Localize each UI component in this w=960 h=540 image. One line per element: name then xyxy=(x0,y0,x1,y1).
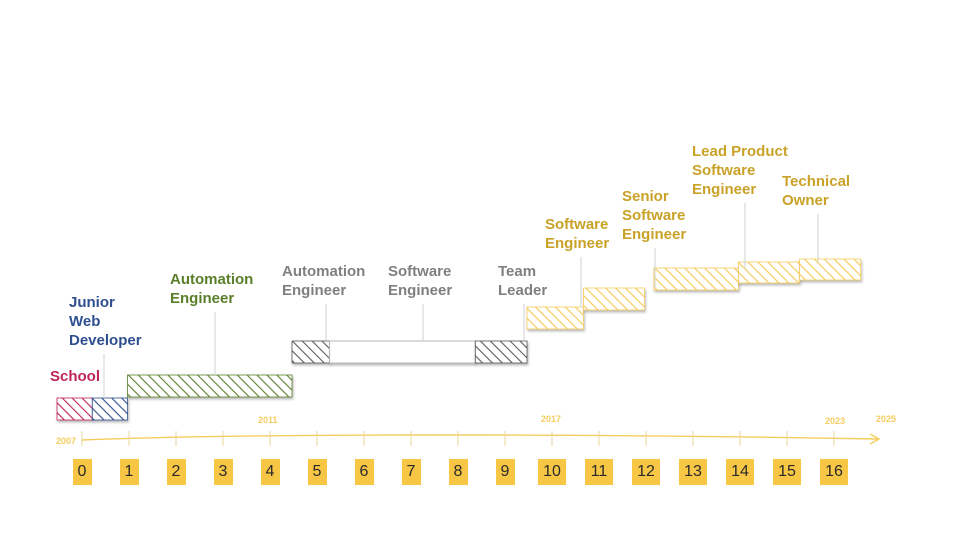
role-bar-8 xyxy=(653,267,739,291)
tick-box-16: 16 xyxy=(820,459,848,485)
role-bar-4 xyxy=(329,340,476,364)
role-bar-7 xyxy=(583,287,645,311)
role-bar-2 xyxy=(127,374,293,398)
role-label-6: Software Engineer xyxy=(545,216,610,252)
role-bar-0 xyxy=(56,397,93,421)
tick-box-10: 10 xyxy=(538,459,566,485)
tick-box-8: 8 xyxy=(448,459,468,485)
role-label-0: School xyxy=(50,368,101,385)
tick-box-9: 9 xyxy=(495,459,515,485)
tick-box-6: 6 xyxy=(354,459,374,485)
year-label-2025: 2025 xyxy=(876,414,897,424)
role-label-2: Automation Engineer xyxy=(170,271,254,307)
role-label-7: Senior Software Engineer xyxy=(622,188,687,243)
tick-box-11: 11 xyxy=(585,459,613,485)
role-bar-9 xyxy=(738,261,800,284)
role-bars xyxy=(56,258,862,421)
year-label-2023: 2023 xyxy=(825,416,846,426)
year-label-2011: 2011 xyxy=(258,415,278,425)
role-label-3: Automation Engineer xyxy=(282,263,366,299)
tick-box-7: 7 xyxy=(401,459,421,485)
timeline-axis xyxy=(81,431,881,446)
role-bar-10 xyxy=(799,258,862,281)
tick-box-14: 14 xyxy=(726,459,754,485)
tick-box-5: 5 xyxy=(307,459,327,485)
tick-box-0: 0 xyxy=(72,459,92,485)
tick-box-1: 1 xyxy=(119,459,139,485)
role-label-1: Junior Web Developer xyxy=(69,294,142,349)
role-bar-3 xyxy=(291,340,330,364)
role-bar-6 xyxy=(526,306,584,330)
role-label-8: Lead Product Software Engineer xyxy=(692,143,788,198)
tick-box-4: 4 xyxy=(260,459,280,485)
tick-box-13: 13 xyxy=(679,459,707,485)
role-bar-1 xyxy=(91,397,129,421)
role-label-5: Team Leader xyxy=(498,263,548,299)
role-label-9: Technical Owner xyxy=(782,173,851,209)
tick-box-15: 15 xyxy=(773,459,801,485)
tick-box-2: 2 xyxy=(166,459,186,485)
role-label-4: Software Engineer xyxy=(388,263,453,299)
role-bar-5 xyxy=(474,340,528,364)
axis-arrow xyxy=(869,433,881,445)
tick-box-12: 12 xyxy=(632,459,660,485)
tick-box-3: 3 xyxy=(213,459,233,485)
year-label-2017: 2017 xyxy=(541,414,562,424)
year-label-2007: 2007 xyxy=(56,436,77,446)
label-connectors xyxy=(103,203,819,398)
axis-line xyxy=(81,434,879,441)
